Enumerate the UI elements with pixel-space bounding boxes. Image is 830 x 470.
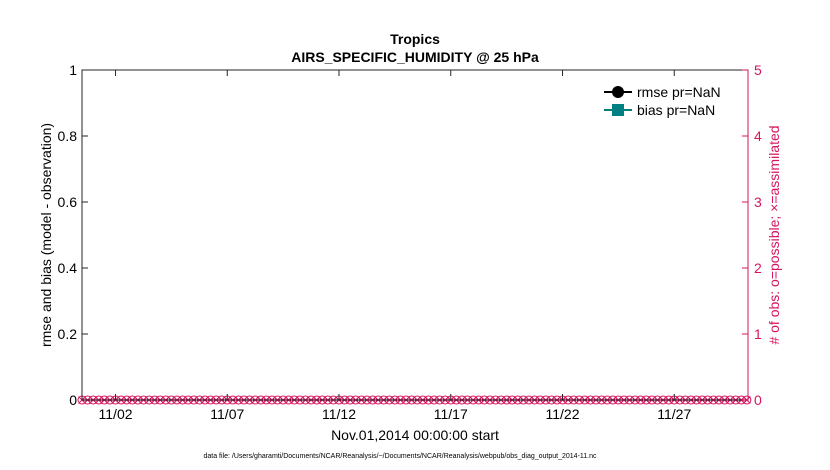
right-y-tick-label: 1 bbox=[754, 326, 762, 342]
x-tick-label: 11/07 bbox=[210, 406, 244, 422]
right-y-tick-label: 0 bbox=[754, 392, 762, 408]
left-y-tick-label: 1 bbox=[69, 62, 77, 78]
left-y-tick-label: 0.8 bbox=[58, 128, 78, 144]
right-y-tick-label: 4 bbox=[754, 128, 762, 144]
left-y-tick-label: 0.4 bbox=[58, 260, 78, 276]
x-axis-ticks: 11/02 11/07 11/12 11/17 11/22 11/27 bbox=[99, 70, 691, 422]
left-y-tick-label: 0.6 bbox=[58, 194, 78, 210]
left-y-tick-label: 0.2 bbox=[58, 326, 78, 342]
x-tick-label: 11/17 bbox=[434, 406, 468, 422]
x-axis-label: Nov.01,2014 00:00:00 start bbox=[331, 427, 499, 443]
legend-bias-marker bbox=[612, 104, 624, 116]
left-y-axis-ticks: 0 0.2 0.4 0.6 0.8 1 bbox=[58, 62, 88, 408]
chart-subtitle: AIRS_SPECIFIC_HUMIDITY @ 25 hPa bbox=[291, 49, 539, 65]
right-y-tick-label: 5 bbox=[754, 62, 762, 78]
right-y-tick-label: 2 bbox=[754, 260, 762, 276]
legend-rmse-label: rmse pr=NaN bbox=[637, 84, 721, 100]
x-tick-label: 11/12 bbox=[322, 406, 356, 422]
y-axis-label-left: rmse and bias (model - observation) bbox=[38, 123, 54, 347]
x-tick-label: 11/02 bbox=[99, 406, 133, 422]
legend: rmse pr=NaN bias pr=NaN bbox=[600, 80, 736, 122]
right-y-axis-ticks: 0 1 2 3 4 5 bbox=[742, 62, 762, 408]
left-y-tick-label: 0 bbox=[69, 392, 77, 408]
y-axis-label-right: # of obs: o=possible; ×=assimilated bbox=[766, 125, 782, 344]
right-y-tick-label: 3 bbox=[754, 194, 762, 210]
x-tick-label: 11/22 bbox=[546, 406, 580, 422]
x-tick-label: 11/27 bbox=[657, 406, 691, 422]
chart-title: Tropics bbox=[390, 31, 440, 47]
legend-rmse-marker bbox=[612, 86, 624, 98]
legend-bias-label: bias pr=NaN bbox=[637, 102, 715, 118]
data-file-footer: data file: /Users/gharamti/Documents/NCA… bbox=[203, 453, 597, 460]
